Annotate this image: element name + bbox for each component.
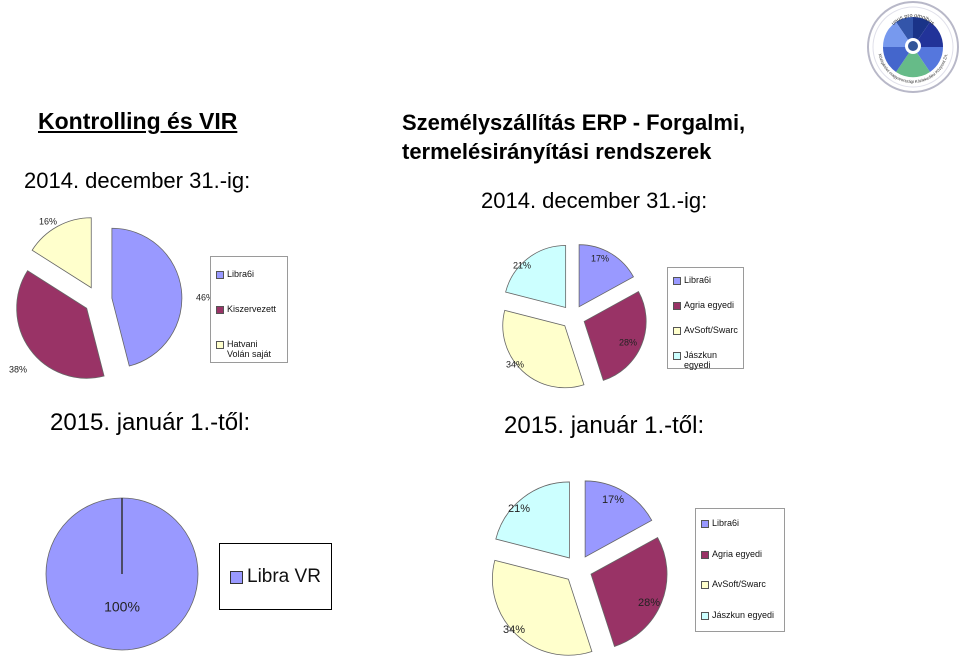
data-label-avsoft-swarc: 34% [503, 624, 525, 636]
legend-right-2015: Libra6i Agria egyedi AvSoft/Swarc Jászkun e… [695, 508, 785, 632]
pie-slice-libra6i [578, 244, 634, 308]
pie-slice-j-szkun-egyedi [495, 481, 570, 559]
data-label-avsoft-swarc: 34% [506, 359, 524, 369]
legend-swatch [673, 326, 681, 335]
legend-label: Kiszervezett [227, 303, 277, 314]
data-label-kiszervezett: 38% [9, 364, 27, 374]
legend-item-j-szkun-egyedi: Jászkun egyedi [701, 610, 779, 620]
legend-label: Libra6i [227, 268, 255, 279]
legend-swatch [701, 611, 709, 620]
legend-label: Agria egyedi [684, 299, 735, 310]
pie-slice-avsoft-swarc [492, 559, 593, 656]
legend-item-libra6i: Libra6i [673, 275, 738, 285]
legend-label: Jászkun egyedi [712, 609, 775, 620]
data-label-hatvani-vol-n-saj-t: 16% [39, 216, 57, 226]
left-since-label: 2015. január 1.-től: [50, 409, 251, 436]
pie-slice-kiszervezett [16, 270, 105, 379]
legend-swatch [701, 581, 709, 590]
data-label-j-szkun-egyedi: 21% [513, 260, 531, 270]
chart-right-2014: 17% 28% 34% 21% [502, 244, 647, 389]
legend-swatch [673, 276, 681, 285]
legend-item-libra-vr: Libra VR [230, 566, 321, 588]
company-logo: unus pro omnibus Középkelet-magyarország… [867, 1, 959, 93]
right-since-label: 2015. január 1.-től: [504, 412, 705, 439]
legend-swatch [673, 301, 681, 310]
legend-left-2015: Libra VR [219, 543, 332, 610]
legend-label: Libra VR [247, 566, 321, 587]
pie-slice-agria-egyedi [590, 536, 668, 647]
legend-item-agria-egyedi: Agria egyedi [673, 300, 738, 310]
pie-slice-j-szkun-egyedi [505, 245, 567, 309]
legend-right-2014: Libra6i Agria egyedi AvSoft/Swarc Jászkun e… [667, 267, 744, 370]
pie-slice-libra6i [584, 480, 653, 558]
legend-label: AvSoft/Swarc [684, 324, 738, 335]
right-title: Személyszállítás ERP - Forgalmi, termelé… [402, 108, 745, 166]
left-title: Kontrolling és VIR [38, 108, 238, 134]
legend-item-j-szkun-egyedi: Jászkun egyedi [673, 350, 738, 370]
legend-item-avsoft-swarc: AvSoft/Swarc [701, 579, 779, 590]
pie-slice-agria-egyedi [583, 291, 647, 381]
legend-swatch [216, 270, 224, 279]
data-label-agria-egyedi: 28% [638, 597, 660, 609]
legend-swatch [230, 571, 243, 584]
legend-label: AvSoft/Swarc [712, 579, 766, 590]
right-date-label: 2014. december 31.-ig: [481, 188, 708, 213]
legend-label: Hatvani Volán saját [227, 338, 272, 359]
data-label-libra-vr: 100% [104, 599, 140, 615]
pie-slice-hatvani-vol-n-saj-t [31, 217, 92, 289]
right-title-line1: Személyszállítás ERP - Forgalmi, [402, 110, 746, 135]
legend-swatch [701, 550, 709, 559]
data-label-libra6i: 17% [591, 253, 609, 263]
legend-item-avsoft-swarc: AvSoft/Swarc [673, 325, 738, 335]
legend-swatch [673, 351, 681, 360]
legend-item-libra6i: Libra6i [701, 518, 779, 529]
pie-slice-libra6i [111, 227, 183, 367]
legend-label: Jászkun egyedi [684, 349, 718, 370]
chart-right-2015: 17% 28% 34% 21% [492, 480, 668, 656]
legend-item-libra6i: Libra6i [216, 269, 282, 279]
legend-label: Libra6i [684, 274, 712, 285]
legend-label: Agria egyedi [712, 548, 763, 559]
data-label-j-szkun-egyedi: 21% [508, 503, 530, 515]
data-label-libra6i: 17% [602, 494, 624, 506]
left-date-label: 2014. december 31.-ig: [24, 168, 251, 193]
chart-left-2014: 46% 38% 16% [9, 216, 210, 379]
legend-item-kiszervezett: Kiszervezett [216, 304, 282, 314]
legend-label: Libra6i [712, 518, 740, 529]
chart-left-2015: 100% [45, 497, 199, 651]
legend-left-2014: Libra6i Kiszervezett Hatvani Volán saját [210, 256, 288, 363]
data-label-libra6i: 46% [196, 292, 210, 302]
legend-item-hatvani-vol-n-saj-t: Hatvani Volán saját [216, 339, 282, 359]
legend-swatch [216, 305, 224, 314]
legend-swatch [701, 520, 709, 529]
legend-item-agria-egyedi: Agria egyedi [701, 549, 779, 559]
right-title-line2: termelésirányítási rendszerek [402, 139, 712, 164]
data-label-agria-egyedi: 28% [619, 337, 637, 347]
pie-slice-avsoft-swarc [502, 309, 585, 389]
legend-swatch [216, 340, 224, 349]
